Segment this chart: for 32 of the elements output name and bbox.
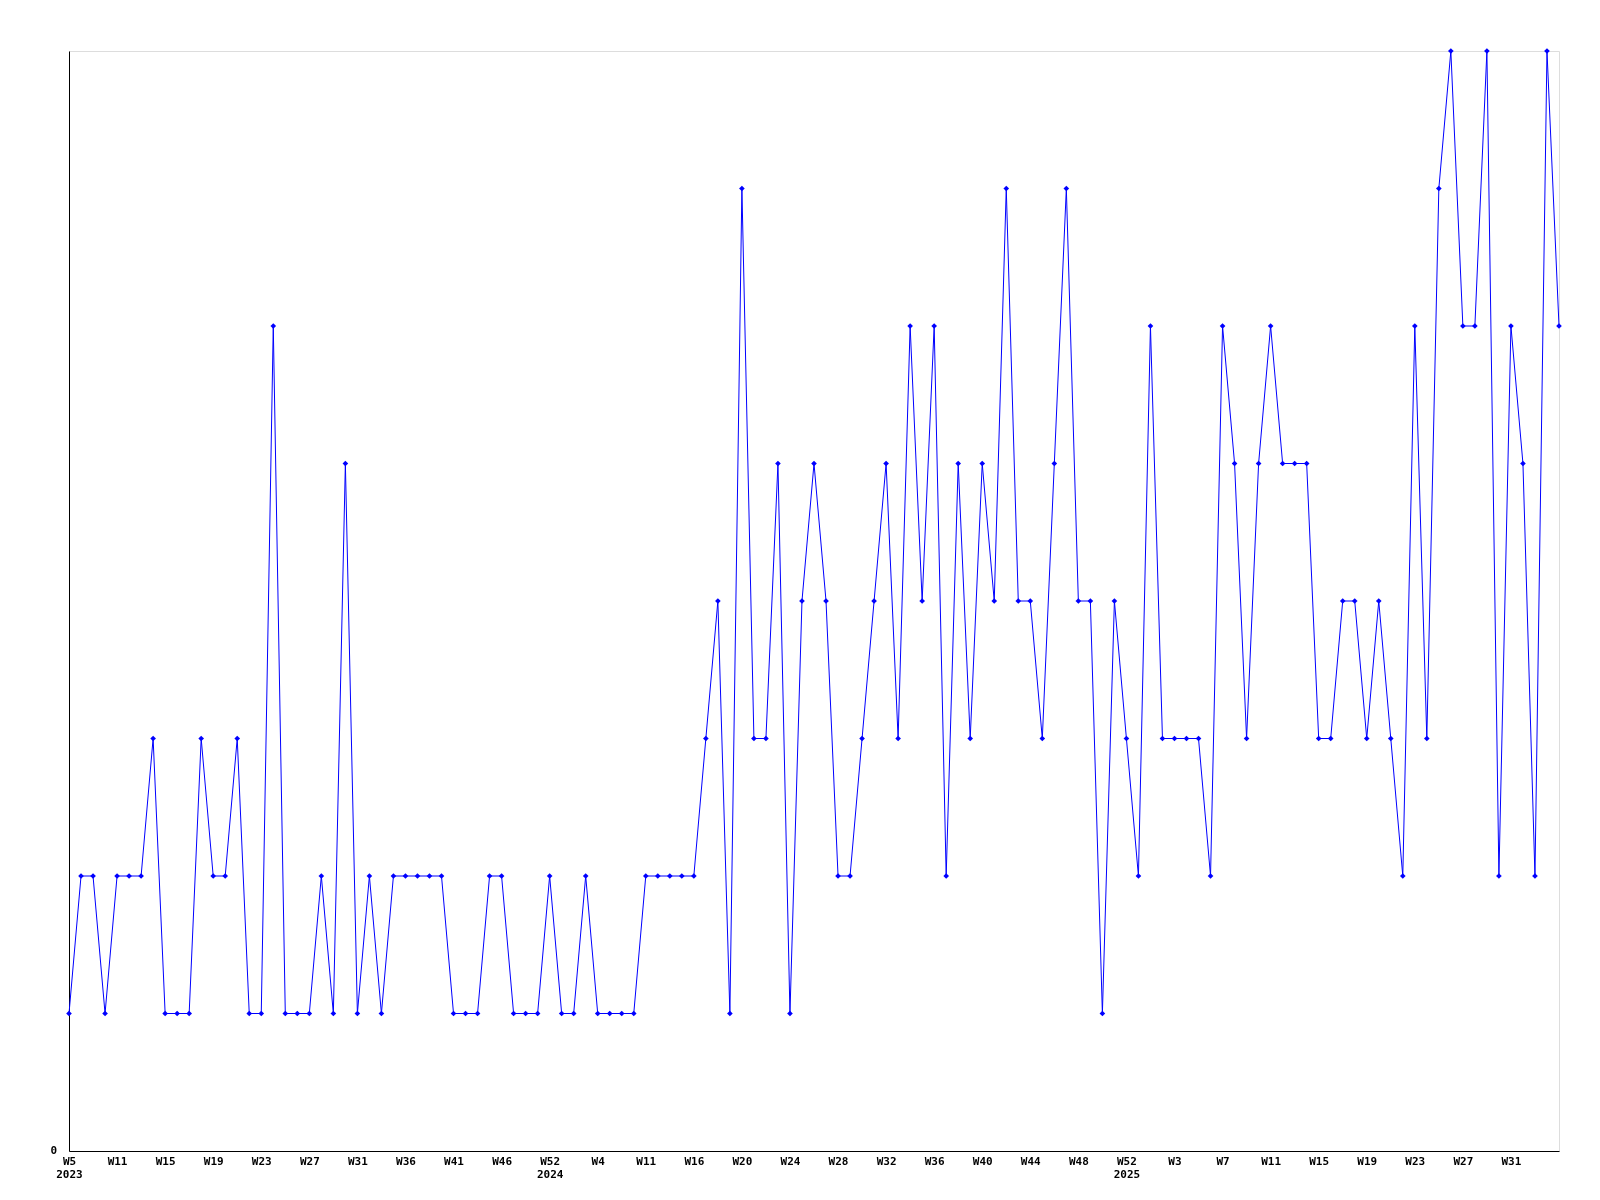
x-tick-label: W4 — [591, 1154, 606, 1168]
x-tick-label: W32 — [876, 1154, 897, 1168]
x-tick-label: W27 — [1453, 1154, 1474, 1168]
x-tick-label: W31 — [347, 1154, 369, 1168]
x-tick-label: W41 — [444, 1154, 465, 1168]
x-tick-label: W52 2024 — [536, 1154, 564, 1181]
x-tick-label: W20 — [732, 1154, 753, 1168]
x-tick-label: W19 — [1357, 1154, 1378, 1168]
x-tick-label: W31 — [1501, 1154, 1522, 1168]
x-tick-label: W36 — [396, 1154, 417, 1168]
x-tick-label: W52 2025 — [1113, 1154, 1141, 1181]
x-tick-label: W24 — [780, 1154, 801, 1168]
x-tick-label: W28 — [828, 1154, 849, 1168]
x-tick-label: W7 — [1216, 1154, 1230, 1168]
x-tick-label: W27 — [299, 1154, 320, 1168]
x-tick-label: W19 — [203, 1154, 224, 1168]
x-tick-label: W3 — [1168, 1154, 1182, 1168]
x-tick-label: W5 2023 — [56, 1154, 83, 1181]
x-tick-label: W15 — [1309, 1154, 1330, 1168]
x-tick-label: W46 — [492, 1154, 513, 1168]
x-tick-label: W15 — [155, 1154, 176, 1168]
x-tick-label: W11 — [636, 1154, 657, 1168]
x-tick-label: W36 — [924, 1154, 945, 1168]
x-tick-label: W23 — [251, 1154, 272, 1168]
x-tick-label: W11 — [107, 1154, 128, 1168]
x-tick-label: W44 — [1020, 1154, 1042, 1168]
x-tick-label: W23 — [1405, 1154, 1426, 1168]
x-tick-label: W16 — [684, 1154, 705, 1168]
x-tick-label: W40 — [972, 1154, 993, 1168]
text: 0 — [50, 1144, 57, 1157]
x-tick-label: W11 — [1261, 1154, 1282, 1168]
x-tick-label: W48 — [1068, 1154, 1089, 1168]
